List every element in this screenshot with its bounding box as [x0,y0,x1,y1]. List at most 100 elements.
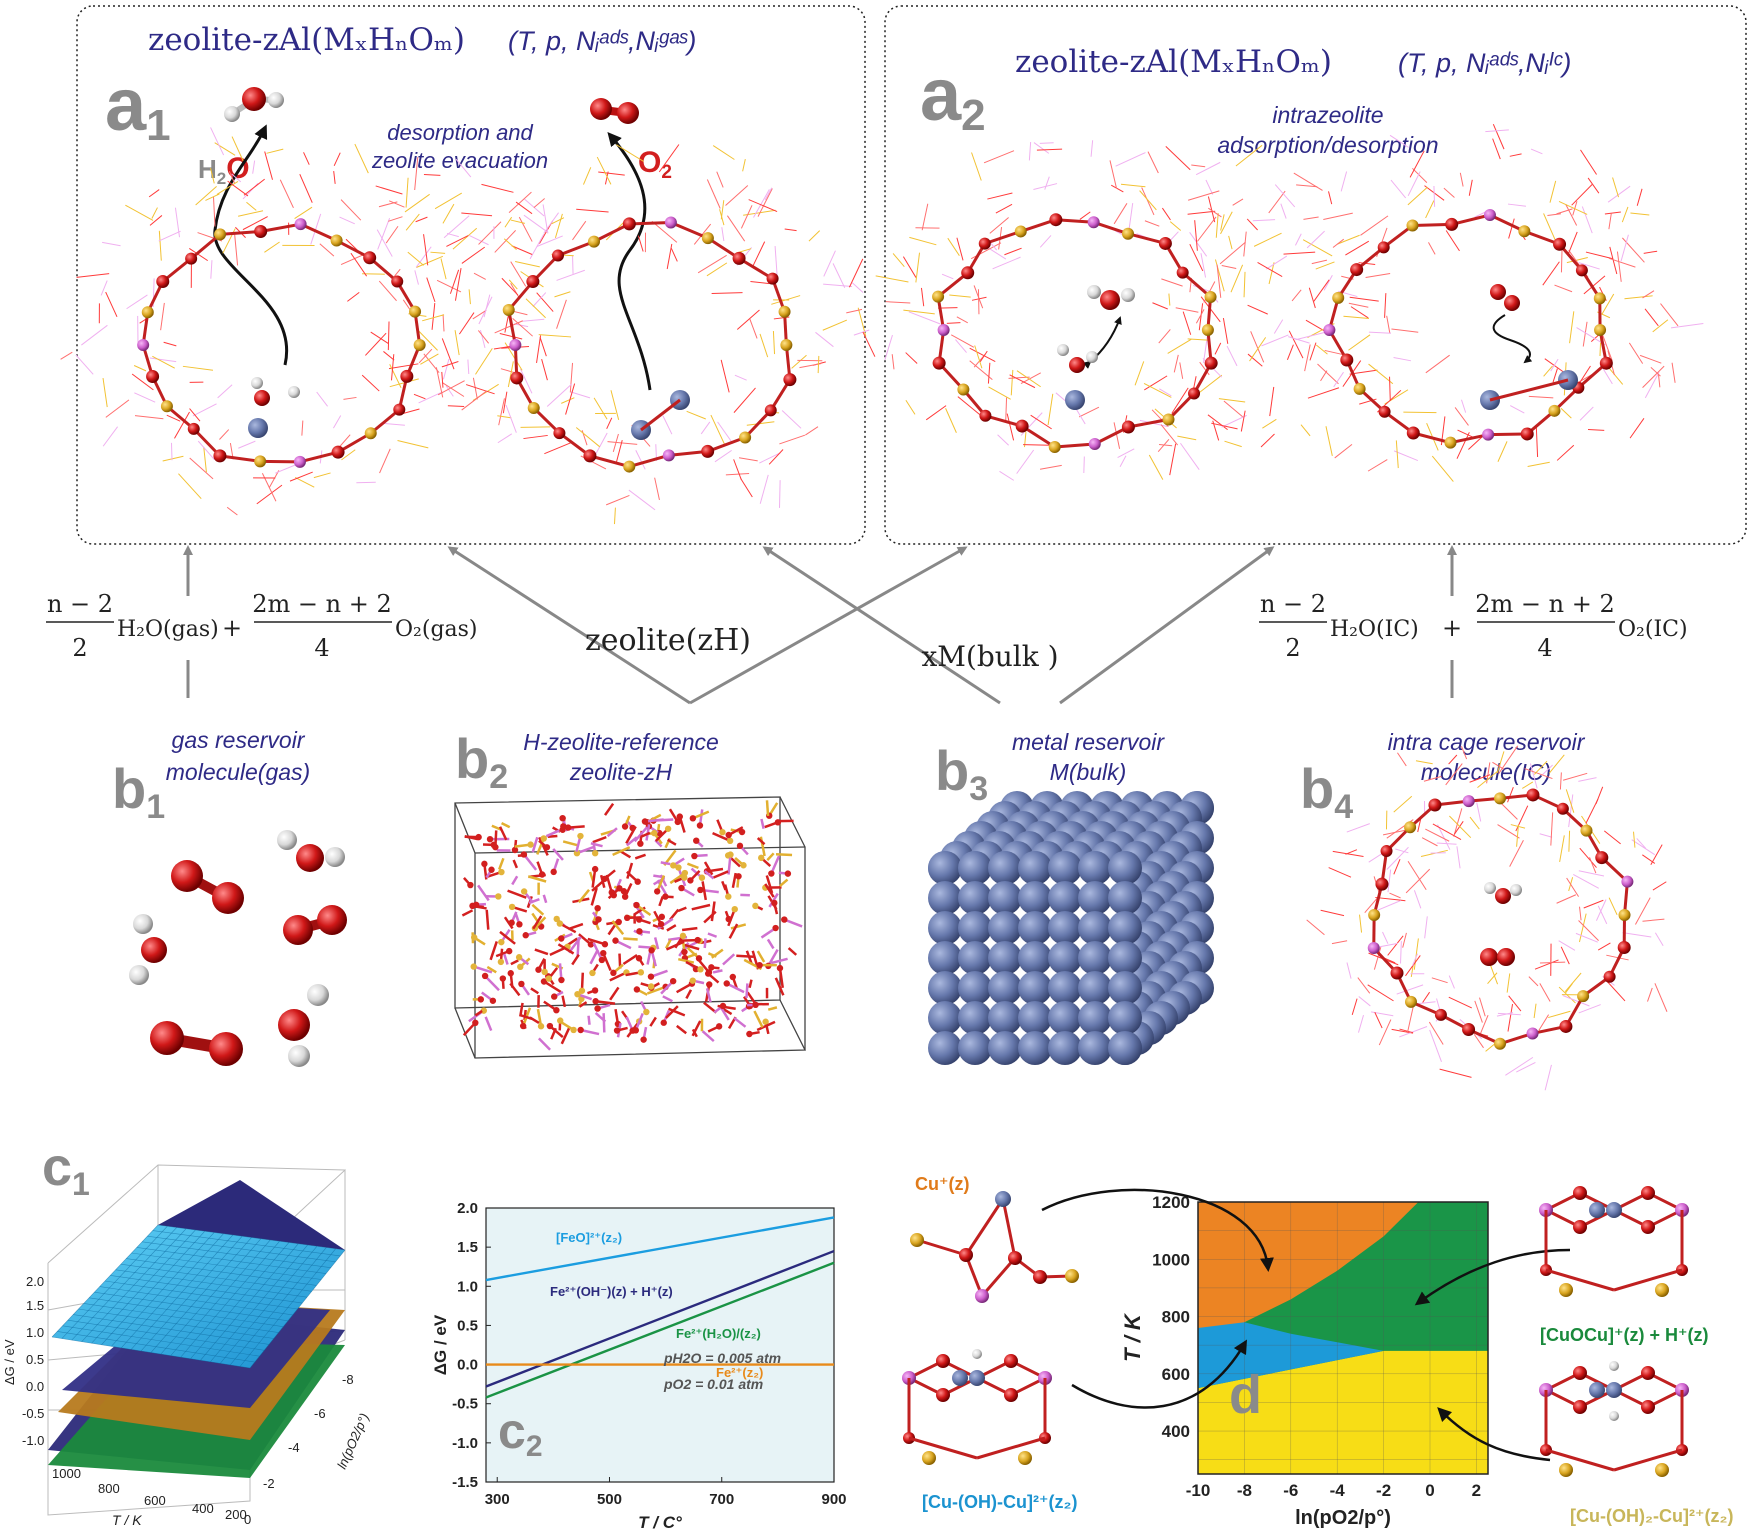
metal-sphere [1108,851,1142,885]
c2-xtick-label: 300 [485,1491,510,1508]
framework-bond [1448,996,1472,1009]
panel-d-molecules [902,1186,1689,1477]
framework-bond [1568,830,1571,852]
framework-bond [1476,802,1482,822]
framework-bond [1382,931,1389,944]
framework-bond [316,391,328,407]
si-atom [527,401,540,414]
framework-bond [1396,984,1424,995]
framework-bond [743,209,776,216]
framework-bond [442,358,450,380]
framework-bond [561,397,575,404]
framework-bond [1358,996,1371,1007]
b2-line1: H-zeolite-reference [523,729,719,755]
framework-bond [1558,200,1588,215]
framework-bond [473,272,486,280]
framework-bond [1358,262,1376,265]
framework-bond [1260,433,1275,448]
framework-bond [1644,371,1660,399]
framework-bond [1479,997,1486,1017]
zh-bond [703,910,717,924]
zh-atom [697,966,704,973]
framework-bond [1456,846,1461,869]
bond [908,1436,978,1460]
framework-bond [551,217,565,225]
framework-bond [613,507,616,525]
framework-bond [1583,275,1606,295]
zh-atom [556,920,564,927]
framework-bond [189,408,201,422]
framework-bond [340,253,367,265]
framework-bond [726,215,746,242]
zh-bond [719,1006,730,1021]
zh-bond [669,908,680,921]
framework-bond [1078,406,1100,418]
framework-bond [1253,232,1282,247]
framework-bond [1191,164,1206,168]
zh-atom [469,902,476,910]
framework-bond [1539,961,1566,964]
framework-bond [1348,334,1371,351]
framework-bond [544,441,573,455]
framework-bond [1608,213,1612,230]
framework-bond [1578,913,1587,943]
zh-atom [517,963,524,971]
zh-bond [775,852,793,857]
framework-bond [956,316,968,324]
framework-bond [1550,812,1554,846]
framework-bond [385,225,399,244]
d-xtick-label: -6 [1283,1481,1298,1500]
framework-bond [162,455,184,462]
framework-bond [1421,837,1438,847]
o-atom [137,339,150,351]
adsorbed-o2-a2 [1490,284,1520,311]
o-atom [1621,875,1634,888]
zh-bond [477,884,490,902]
o-atom [622,217,636,231]
c1-ttick: 1000 [52,1466,81,1481]
framework-bond [525,298,546,319]
framework-bond [1269,386,1275,417]
framework-bond [226,506,238,516]
zh-bond [606,827,618,838]
o-atom [1573,1400,1587,1414]
zh-atom [731,905,738,913]
gas-molecules [129,830,347,1067]
zh-bond [503,953,509,965]
framework-bond [1173,354,1179,373]
metal-sphere [958,941,992,975]
framework-bond [468,289,471,305]
surface-gridline [140,1236,243,1352]
framework-bond [414,270,419,285]
zh-atom [592,998,599,1005]
framework-bond [1487,972,1498,985]
framework-bond [757,188,773,217]
o-atom [1556,802,1569,815]
o-atom [1390,966,1404,980]
framework-bond [1428,1021,1444,1045]
b1-line1: gas reservoir [172,727,306,753]
zh-atom [578,987,586,994]
framework-bond [1564,972,1582,993]
framework-bond [1152,302,1168,310]
c2-series-label: Fe²⁺(H₂O)/(z₂) [676,1326,761,1341]
framework-bond [1300,424,1311,437]
framework-bond [1378,1019,1392,1046]
zh-bond [703,861,714,876]
framework-bond [815,331,834,348]
framework-bond [714,449,732,463]
framework-bond [340,199,362,221]
metal-sphere [928,1031,962,1065]
framework-bond [499,332,523,340]
framework-bond [909,236,937,246]
framework-bond [1296,184,1318,188]
c2-annotation-po2: pO2 = 0.01 atm [663,1376,763,1392]
zh-bond [510,959,519,966]
framework-bond [1496,751,1505,774]
framework-bond [1460,746,1468,760]
framework-bond [1437,824,1451,850]
framework-bond [1169,231,1179,242]
zh-bond [705,988,712,1003]
o-atom [1033,1270,1047,1284]
zh-atom [527,841,534,848]
